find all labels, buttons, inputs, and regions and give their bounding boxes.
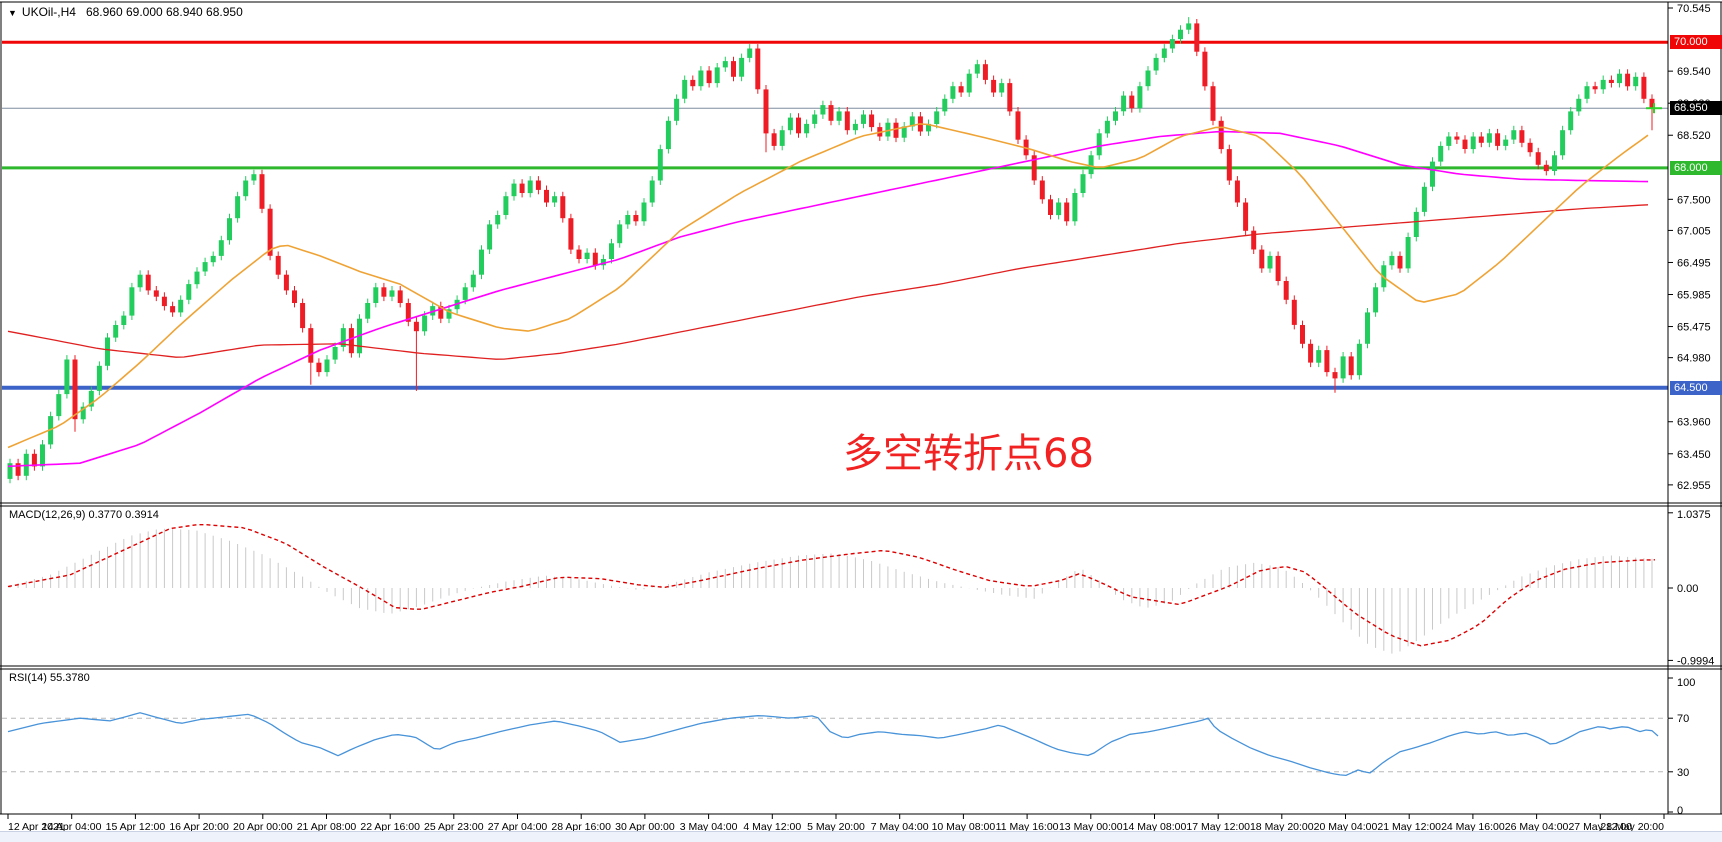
macd-signal-line xyxy=(7,524,1656,647)
svg-text:10 May 08:00: 10 May 08:00 xyxy=(932,821,996,833)
price-box-resistance-70: 70.000 xyxy=(1670,35,1722,49)
svg-text:24 May 16:00: 24 May 16:00 xyxy=(1441,821,1505,833)
svg-text:69.540: 69.540 xyxy=(1677,66,1711,78)
window-bottom-strip xyxy=(0,831,1722,842)
svg-text:67.500: 67.500 xyxy=(1677,194,1711,206)
last-price-marker xyxy=(1646,103,1662,114)
svg-text:17 May 12:00: 17 May 12:00 xyxy=(1186,821,1250,833)
svg-text:62.955: 62.955 xyxy=(1677,480,1711,492)
svg-text:27 May 12:00: 27 May 12:00 xyxy=(1568,821,1632,833)
svg-text:0.00: 0.00 xyxy=(1677,583,1698,595)
ohlc-values: 68.960 69.000 68.940 68.950 xyxy=(85,5,243,19)
svg-text:68.520: 68.520 xyxy=(1677,130,1711,142)
svg-text:30: 30 xyxy=(1677,767,1689,779)
rsi-panel[interactable] xyxy=(3,670,1668,814)
macd-indicator-label: MACD(12,26,9) 0.3770 0.3914 xyxy=(9,509,159,521)
symbol-dropdown-icon[interactable]: ▼ xyxy=(8,8,17,18)
svg-text:20 May 04:00: 20 May 04:00 xyxy=(1314,821,1378,833)
svg-text:14 Apr 04:00: 14 Apr 04:00 xyxy=(42,821,102,833)
main-chart-panel[interactable] xyxy=(3,3,1668,503)
ma-orange-line xyxy=(7,123,1649,449)
svg-text:13 May 00:00: 13 May 00:00 xyxy=(1059,821,1123,833)
svg-text:67.005: 67.005 xyxy=(1677,225,1711,237)
svg-text:15 Apr 12:00: 15 Apr 12:00 xyxy=(106,821,166,833)
svg-text:22 Apr 16:00: 22 Apr 16:00 xyxy=(360,821,420,833)
svg-text:28 May 20:00: 28 May 20:00 xyxy=(1600,821,1664,833)
price-box-current-bid: 68.950 xyxy=(1670,101,1722,115)
svg-text:16 Apr 20:00: 16 Apr 20:00 xyxy=(169,821,229,833)
svg-text:0: 0 xyxy=(1677,805,1683,817)
symbol-timeframe-label: UKOil-,H4 xyxy=(21,5,76,19)
svg-text:20 Apr 00:00: 20 Apr 00:00 xyxy=(233,821,293,833)
macd-panel[interactable] xyxy=(3,507,1668,666)
svg-text:18 May 20:00: 18 May 20:00 xyxy=(1250,821,1314,833)
macd-axis: 1.0375 0.00 -0.9994 xyxy=(1668,509,1714,667)
ma-magenta-line xyxy=(7,130,1649,468)
svg-text:1.0375: 1.0375 xyxy=(1677,509,1711,521)
chart-title: ▼ UKOil-,H4 68.960 69.000 68.940 68.950 xyxy=(8,5,243,19)
svg-text:65.475: 65.475 xyxy=(1677,322,1711,334)
svg-text:63.450: 63.450 xyxy=(1677,449,1711,461)
svg-text:4 May 12:00: 4 May 12:00 xyxy=(743,821,801,833)
svg-text:66.495: 66.495 xyxy=(1677,258,1711,270)
macd-histogram xyxy=(9,528,1653,654)
svg-text:14 May 08:00: 14 May 08:00 xyxy=(1123,821,1187,833)
price-box-support-645: 64.500 xyxy=(1670,381,1722,395)
svg-text:64.980: 64.980 xyxy=(1677,353,1711,365)
rsi-indicator-label: RSI(14) 55.3780 xyxy=(9,672,90,684)
svg-text:11 May 16:00: 11 May 16:00 xyxy=(996,821,1059,833)
svg-text:3 May 04:00: 3 May 04:00 xyxy=(680,821,738,833)
ma-red-line xyxy=(7,204,1649,360)
svg-text:70.545: 70.545 xyxy=(1677,3,1711,15)
svg-text:27 Apr 04:00: 27 Apr 04:00 xyxy=(488,821,548,833)
rsi-line xyxy=(7,712,1659,777)
svg-text:26 May 04:00: 26 May 04:00 xyxy=(1505,821,1569,833)
svg-text:5 May 20:00: 5 May 20:00 xyxy=(807,821,865,833)
svg-text:100: 100 xyxy=(1677,677,1695,689)
rsi-axis: 100 70 30 0 xyxy=(1668,677,1695,817)
svg-text:70: 70 xyxy=(1677,713,1689,725)
price-box-support-68: 68.000 xyxy=(1670,161,1722,175)
svg-text:25 Apr 23:00: 25 Apr 23:00 xyxy=(424,821,484,833)
svg-text:63.960: 63.960 xyxy=(1677,417,1711,429)
svg-text:30 Apr 00:00: 30 Apr 00:00 xyxy=(615,821,675,833)
svg-text:28 Apr 16:00: 28 Apr 16:00 xyxy=(551,821,611,833)
svg-text:65.985: 65.985 xyxy=(1677,290,1711,302)
svg-text:21 Apr 08:00: 21 Apr 08:00 xyxy=(297,821,357,833)
price-axis: 70.54569.54069.03068.52067.50067.00566.4… xyxy=(1668,3,1711,492)
svg-text:21 May 12:00: 21 May 12:00 xyxy=(1377,821,1441,833)
svg-text:7 May 04:00: 7 May 04:00 xyxy=(871,821,929,833)
svg-text:12 Apr 2021: 12 Apr 2021 xyxy=(8,821,65,833)
annotation-text: 多空转折点68 xyxy=(843,431,1094,477)
svg-text:-0.9994: -0.9994 xyxy=(1677,655,1714,667)
